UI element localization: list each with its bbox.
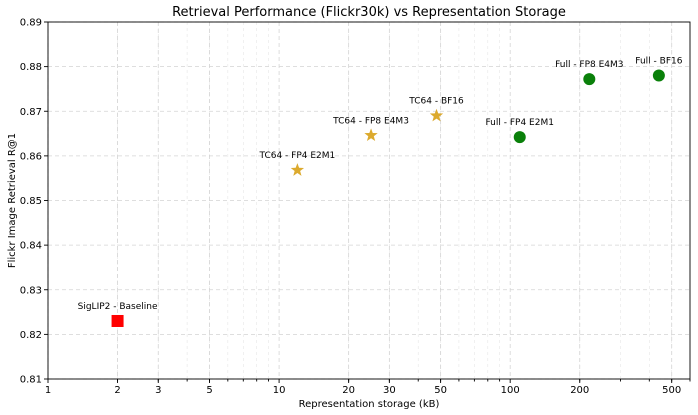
ticks-layer: 1 2 3 5 10 20 30 50 100 200 500 0.81 0.82 0.83 0.84 0.8… <box>20 18 691 396</box>
x-tick-label: 2 <box>114 385 120 396</box>
point-annotation: TC64 - FP8 E4M3 <box>332 116 409 126</box>
x-tick-label: 50 <box>434 385 447 396</box>
y-tick-label: 0.82 <box>20 330 42 341</box>
x-tick-label: 500 <box>662 385 681 396</box>
point-annotation: TC64 - FP4 E2M1 <box>258 151 335 161</box>
baseline-marker <box>111 314 124 327</box>
y-tick-label: 0.87 <box>20 107 42 118</box>
chart-title: Retrieval Performance (Flickr30k) vs Rep… <box>172 5 566 20</box>
x-tick-label: 20 <box>342 385 355 396</box>
y-tick-label: 0.89 <box>20 18 42 29</box>
y-tick-label: 0.84 <box>20 241 42 252</box>
tc64-star-marker <box>429 108 444 122</box>
x-tick-label: 3 <box>155 385 161 396</box>
point-annotation: Full - BF16 <box>635 57 682 67</box>
point-annotation: Full - FP4 E2M1 <box>486 118 554 128</box>
point-annotation: TC64 - BF16 <box>408 97 464 107</box>
full-circle-marker <box>583 73 596 86</box>
marks-layer: SigLIP2 - Baseline TC64 - FP4 E2M1 TC64 - … <box>78 57 683 327</box>
y-tick-label: 0.85 <box>20 196 42 207</box>
y-axis-label: Flickr Image Retrieval R@1 <box>7 133 18 268</box>
tc64-star-marker <box>290 163 305 176</box>
x-tick-label: 5 <box>206 385 212 396</box>
tc64-star-marker <box>364 128 378 142</box>
y-tick-label: 0.83 <box>20 285 42 296</box>
point-annotation: SigLIP2 - Baseline <box>78 302 158 312</box>
point-annotation: Full - FP8 E4M3 <box>555 60 623 70</box>
x-tick-label: 100 <box>501 385 520 396</box>
y-tick-label: 0.88 <box>20 62 42 73</box>
x-tick-label: 200 <box>570 385 589 396</box>
x-tick-label: 1 <box>45 385 51 396</box>
x-axis-label: Representation storage (kB) <box>299 399 440 410</box>
y-tick-label: 0.81 <box>20 375 42 386</box>
x-tick-label: 30 <box>383 385 396 396</box>
full-circle-marker <box>513 131 526 144</box>
full-circle-marker <box>652 69 665 82</box>
x-tick-label: 10 <box>273 385 286 396</box>
y-tick-label: 0.86 <box>20 151 42 162</box>
